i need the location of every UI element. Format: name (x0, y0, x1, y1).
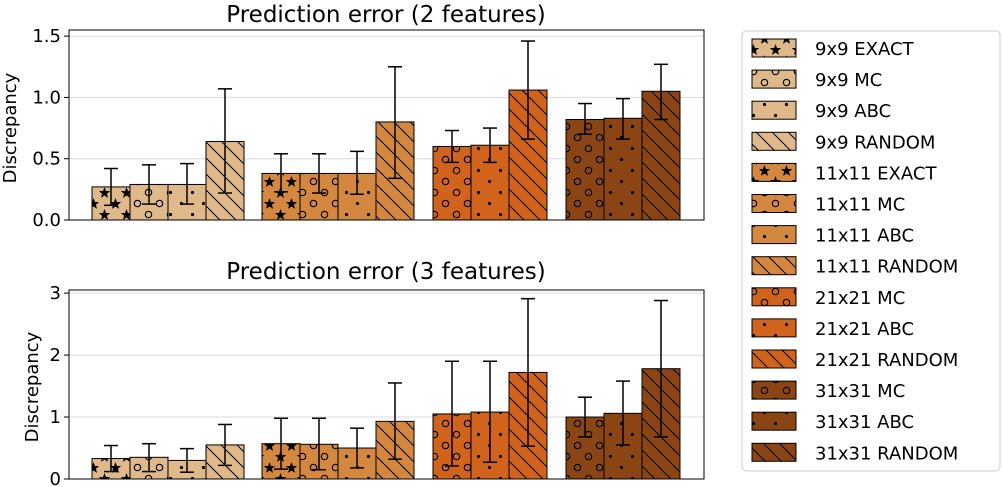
error-bar-9x9-dot (180, 162, 194, 205)
error-bar-9x9-star (104, 444, 118, 473)
error-bar-31x31-circle (578, 396, 592, 438)
y-tick-label: 0.0 (32, 210, 61, 231)
error-bar-11x11-dot (350, 150, 364, 196)
y-tick-label: 0.5 (32, 149, 61, 170)
error-bar-21x21-dot (483, 127, 497, 164)
legend-swatch-11x11-dot (751, 225, 797, 245)
legend-swatch-31x31-dot (751, 411, 797, 431)
legend-swatch-9x9-hatch (751, 131, 797, 151)
y-axis-label-top: Discrepancy (0, 72, 21, 183)
legend: 9x9 EXACT 9x9 MC 9x9 ABC 9x9 RANDOM 11x11 EX… (741, 30, 1001, 472)
error-bar-21x21-circle (445, 129, 459, 164)
legend-label: 21x21 ABC (815, 319, 914, 340)
legend-label: 9x9 EXACT (815, 39, 915, 60)
legend-swatch-11x11-star (751, 162, 797, 182)
legend-swatch-11x11-hatch (751, 256, 797, 276)
legend-label: 11x11 MC (815, 195, 905, 216)
plot-area-top: 0.0 0.5 1.0 1.5 (32, 26, 705, 231)
error-bar-11x11-star (274, 153, 288, 193)
error-bar-9x9-hatch (218, 423, 232, 467)
legend-swatch-21x21-circle (751, 287, 797, 307)
legend-frame (741, 30, 1001, 472)
plot-area-bottom: 0 1 2 3 (50, 283, 705, 487)
y-tick-label: 2 (50, 345, 61, 366)
error-bar-11x11-hatch (388, 382, 402, 460)
legend-label: 9x9 ABC (815, 101, 891, 122)
error-bar-21x21-hatch (521, 297, 535, 447)
error-bar-11x11-dot (350, 427, 364, 469)
error-bar-31x31-dot (616, 380, 630, 446)
error-bar-21x21-hatch (521, 40, 535, 140)
error-bar-31x31-hatch (654, 63, 668, 121)
legend-swatch-21x21-hatch (751, 349, 797, 369)
legend-swatch-9x9-dot (751, 100, 797, 120)
error-bar-31x31-dot (616, 97, 630, 140)
legend-label: 21x21 RANDOM (815, 350, 958, 371)
axes-frame (68, 29, 705, 221)
legend-label: 11x11 RANDOM (815, 257, 958, 278)
legend-swatch-9x9-circle (751, 69, 797, 89)
error-bar-9x9-circle (142, 164, 156, 205)
legend-label: 31x31 RANDOM (815, 443, 958, 464)
legend-swatch-21x21-dot (751, 318, 797, 338)
legend-label: 31x31 MC (815, 381, 905, 402)
error-bar-21x21-dot (483, 360, 497, 464)
error-bar-21x21-circle (445, 360, 459, 467)
error-bar-11x11-circle (312, 153, 326, 194)
error-bar-9x9-hatch (218, 88, 232, 194)
error-bar-11x11-star (274, 417, 288, 470)
y-tick-label: 1.0 (32, 87, 61, 108)
axes-frame (68, 289, 705, 480)
error-bar-9x9-star (104, 167, 118, 207)
chart-bottom: Prediction error (3 features) Discrepanc… (22, 259, 705, 487)
chart-top: Prediction error (2 features) Discrepanc… (0, 2, 705, 231)
legend-swatch-31x31-hatch (751, 442, 797, 462)
error-bar-31x31-circle (578, 102, 592, 135)
y-tick-label: 0 (50, 469, 61, 487)
y-tick-label: 1 (50, 407, 61, 428)
error-bar-11x11-circle (312, 417, 326, 471)
legend-swatch-31x31-circle (751, 380, 797, 400)
y-tick-label: 3 (50, 283, 61, 304)
y-axis-label-bottom: Discrepancy (22, 331, 43, 442)
legend-swatch-11x11-circle (751, 194, 797, 213)
legend-label: 31x31 ABC (815, 412, 914, 433)
error-bar-31x31-hatch (654, 299, 668, 438)
y-tick-label: 1.5 (32, 26, 61, 47)
legend-label: 9x9 RANDOM (815, 132, 935, 153)
error-bar-11x11-hatch (388, 66, 402, 180)
error-bar-9x9-dot (180, 447, 194, 473)
legend-label: 21x21 MC (815, 288, 905, 309)
legend-label: 11x11 ABC (815, 226, 914, 247)
legend-label: 11x11 EXACT (815, 163, 937, 184)
chart-title-top: Prediction error (2 features) (226, 2, 545, 28)
chart-title-bottom: Prediction error (3 features) (226, 259, 545, 285)
legend-label: 9x9 MC (815, 70, 882, 91)
legend-swatch-9x9-star (751, 38, 797, 58)
bar-31x31-circle (565, 118, 605, 221)
error-bar-9x9-circle (142, 442, 156, 473)
